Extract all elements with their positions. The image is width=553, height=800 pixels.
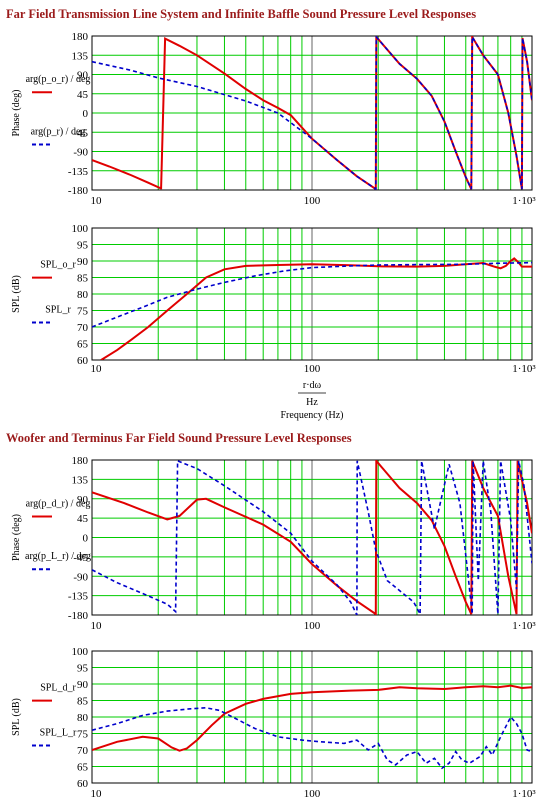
x-tick-label: 10: [91, 620, 103, 632]
y-tick-label: 0: [83, 533, 89, 545]
y-axis-title: Phase (deg): [11, 90, 22, 137]
y-tick-label: -90: [73, 147, 88, 159]
y-tick-label: -180: [68, 185, 89, 197]
x-axis-label-1: r·dω Hz Frequency (Hz): [280, 380, 343, 421]
legend-label: SPL_d_r: [40, 683, 76, 694]
x-tick-label: 10: [91, 363, 103, 375]
y-tick-label: -135: [68, 591, 89, 603]
legend-label: arg(p_L_r) / deg: [25, 551, 91, 562]
xlabel-numerator: r·dω: [303, 380, 322, 391]
y-axis-title: SPL (dB): [11, 275, 22, 313]
y-tick-label: 80: [77, 712, 89, 724]
y-tick-label: 100: [72, 646, 89, 658]
x-tick-label: 10: [91, 195, 103, 207]
plot-frame: [91, 35, 533, 191]
x-tick-label: 100: [304, 363, 321, 375]
y-tick-label: 95: [77, 663, 89, 675]
y-tick-label: -45: [73, 127, 88, 139]
series-line-blue: [92, 706, 532, 770]
y-tick-label: -90: [73, 571, 88, 583]
y-tick-label: -45: [73, 552, 88, 564]
series-line-red: [92, 684, 532, 752]
y-tick-label: 45: [77, 513, 89, 525]
legend-label: SPL_o_r: [40, 260, 76, 271]
plot-frame: [91, 650, 533, 784]
y-axis-title: SPL (dB): [11, 698, 22, 736]
xlabel-denominator: Hz: [306, 397, 318, 408]
y-tick-label: 0: [83, 108, 89, 120]
y-tick-label: 90: [77, 70, 89, 82]
y-tick-label: 80: [77, 289, 89, 301]
y-tick-label: 65: [77, 339, 89, 351]
y-tick-label: 90: [77, 494, 89, 506]
y-tick-label: 180: [72, 455, 89, 467]
y-tick-label: 75: [77, 729, 89, 741]
y-tick-label: -135: [68, 166, 89, 178]
y-tick-label: 75: [77, 306, 89, 318]
xlabel-title: Frequency (Hz): [280, 410, 343, 421]
legend-label: arg(p_o_r) / deg: [26, 74, 91, 85]
x-tick-label: 100: [304, 620, 321, 632]
legend-label: SPL_L_r: [40, 727, 77, 738]
plot-frame: [91, 459, 533, 616]
x-tick-label: 1·10³: [512, 195, 536, 207]
y-tick-label: 60: [77, 355, 89, 367]
legend-label: SPL_r: [45, 304, 71, 315]
y-tick-label: 180: [72, 31, 89, 43]
series-line-blue: [92, 36, 532, 190]
series-line-red: [100, 257, 532, 360]
y-tick-label: 100: [72, 223, 89, 235]
section-title-1: Far Field Transmission Line System and I…: [6, 7, 476, 21]
section-title-2: Woofer and Terminus Far Field Sound Pres…: [6, 431, 352, 445]
y-tick-label: 70: [77, 322, 89, 334]
y-axis-title: Phase (deg): [11, 514, 22, 561]
x-tick-label: 1·10³: [512, 620, 536, 632]
y-tick-label: 70: [77, 745, 89, 757]
legend-label: arg(p_r) / deg: [31, 127, 86, 138]
y-tick-label: 90: [77, 256, 89, 268]
x-tick-label: 1·10³: [512, 363, 536, 375]
legend-label: arg(p_d_r) / deg: [26, 499, 91, 510]
x-tick-label: 100: [304, 195, 321, 207]
series-line-blue: [92, 261, 532, 328]
x-tick-label: 10: [91, 788, 103, 800]
y-tick-label: 90: [77, 679, 89, 691]
y-tick-label: 45: [77, 89, 89, 101]
y-tick-label: -180: [68, 610, 89, 622]
y-tick-label: 135: [72, 474, 89, 486]
plot-frame: [91, 227, 533, 361]
x-tick-label: 1·10³: [512, 788, 536, 800]
y-tick-label: 135: [72, 50, 89, 62]
y-tick-label: 85: [77, 273, 89, 285]
y-tick-label: 85: [77, 696, 89, 708]
y-tick-label: 95: [77, 240, 89, 252]
x-tick-label: 100: [304, 788, 321, 800]
y-tick-label: 60: [77, 778, 89, 790]
y-tick-label: 65: [77, 762, 89, 774]
